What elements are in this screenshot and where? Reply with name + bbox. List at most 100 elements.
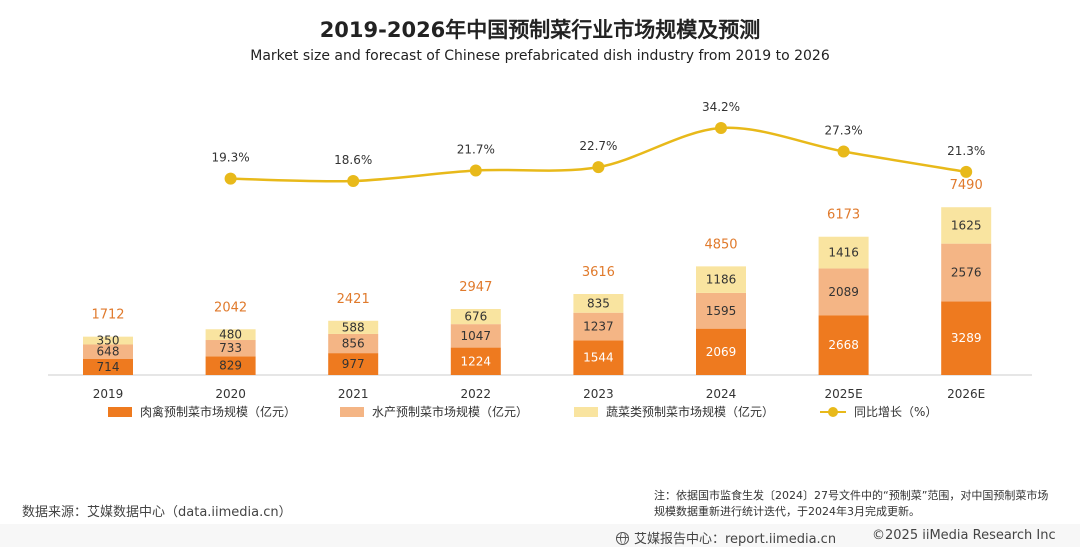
bar-2022-series-0: [450, 347, 501, 375]
bar-2024-series-2: [696, 266, 746, 293]
total-label-2019: 1712: [91, 308, 124, 323]
bar-label-2022-series-2: 676: [464, 310, 487, 324]
legend-item-vegetable: 蔬菜类预制菜市场规模（亿元）: [574, 403, 774, 420]
bar-2024-series-1: [696, 292, 746, 329]
footer-copyright: ©2025 iiMedia Research Inc: [872, 528, 1056, 543]
bar-label-2024-series-0: 2069: [706, 345, 737, 359]
legend-swatch-growth: [820, 406, 846, 417]
legend-item-growth: 同比增长（%）: [820, 403, 937, 420]
total-label-2021: 2421: [337, 292, 370, 307]
bar-2023-series-1: [573, 312, 624, 341]
legend-swatch-meat: [108, 406, 132, 417]
bar-2019-series-2: [83, 336, 133, 345]
bar-label-2025E-series-2: 1416: [828, 246, 859, 260]
footnote: 注：依据国市监食生发〔2024〕27号文件中的“预制菜”范围，对中国预制菜市场规…: [654, 489, 1049, 518]
bar-2023-series-0: [573, 340, 624, 375]
bar-2019-series-1: [83, 344, 133, 360]
bar-label-2021-series-2: 588: [342, 320, 365, 334]
legend-label-meat: 肉禽预制菜市场规模（亿元）: [140, 405, 297, 419]
chart-legend: 肉禽预制菜市场规模（亿元） 水产预制菜市场规模（亿元） 蔬菜类预制菜市场规模（亿…: [108, 403, 988, 423]
growth-label-2023: 22.7%: [579, 139, 617, 153]
bar-2020-series-2: [205, 329, 256, 341]
growth-point-2026E: [960, 165, 973, 178]
bar-2024-series-0: [696, 328, 746, 375]
growth-point-2020: [224, 172, 237, 185]
bar-2022-series-2: [450, 308, 501, 325]
total-label-2022: 2947: [459, 280, 492, 295]
growth-label-2026E: 21.3%: [947, 144, 985, 158]
legend-label-vegetable: 蔬菜类预制菜市场规模（亿元）: [606, 405, 775, 419]
bar-2026E-series-1: [941, 243, 992, 302]
total-label-2020: 2042: [214, 300, 247, 315]
bar-label-2020-series-1: 733: [219, 341, 242, 355]
growth-label-2024: 34.2%: [702, 100, 740, 114]
footer-report-text: 艾媒报告中心：report.iimedia.cn: [634, 532, 837, 547]
bar-label-2026E-series-2: 1625: [951, 218, 982, 232]
bar-label-2024-series-1: 1595: [706, 304, 737, 318]
bar-2026E-series-2: [941, 207, 992, 244]
x-tick-2020: 2020: [215, 387, 246, 401]
growth-point-2021: [347, 175, 360, 188]
footer-report: 艾媒报告中心：report.iimedia.cn: [616, 528, 836, 547]
bar-2020-series-1: [205, 340, 256, 357]
bar-label-2020-series-2: 480: [219, 328, 242, 342]
bar-label-2023-series-2: 835: [587, 296, 610, 310]
bar-2025E-series-0: [818, 315, 869, 375]
bar-label-2026E-series-0: 3289: [951, 331, 982, 345]
bar-2026E-series-0: [941, 301, 992, 375]
total-label-2025E: 6173: [827, 208, 860, 223]
x-tick-2019: 2019: [93, 387, 124, 401]
legend-label-seafood: 水产预制菜市场规模（亿元）: [372, 405, 529, 419]
bar-label-2021-series-0: 977: [342, 357, 365, 371]
growth-point-2022: [469, 164, 482, 177]
growth-point-2024: [715, 122, 727, 134]
total-label-2026E: 7490: [950, 178, 983, 193]
chart-subtitle: Market size and forecast of Chinese pref…: [250, 48, 830, 64]
bar-2023-series-2: [573, 294, 624, 313]
x-tick-2026E: 2026E: [947, 387, 985, 401]
bar-2022-series-1: [450, 324, 501, 348]
bar-label-2019-series-2: 350: [97, 334, 120, 348]
bar-label-2024-series-2: 1186: [706, 273, 737, 287]
footer-bar: [0, 524, 1080, 547]
bar-2019-series-0: [83, 359, 133, 375]
bar-2021-series-0: [328, 353, 379, 375]
x-tick-2023: 2023: [583, 387, 614, 401]
bar-label-2023-series-0: 1544: [583, 351, 614, 365]
bar-label-2022-series-0: 1224: [461, 354, 492, 368]
bar-label-2025E-series-0: 2668: [828, 338, 859, 352]
legend-swatch-seafood: [340, 406, 364, 417]
chart-title: 2019-2026年中国预制菜行业市场规模及预测: [319, 18, 761, 42]
bar-2020-series-0: [205, 356, 256, 375]
growth-label-2022: 21.7%: [457, 143, 495, 157]
data-source: 数据来源：艾媒数据中心（data.iimedia.cn）: [22, 505, 292, 520]
bar-label-2025E-series-1: 2089: [828, 285, 859, 299]
globe-icon: [616, 532, 629, 545]
bar-2021-series-2: [328, 320, 379, 334]
x-tick-2021: 2021: [338, 387, 369, 401]
legend-label-growth: 同比增长（%）: [854, 405, 938, 419]
bar-2021-series-1: [328, 333, 379, 354]
growth-point-2025E: [837, 145, 850, 158]
bar-label-2026E-series-1: 2576: [951, 265, 982, 279]
bar-2025E-series-2: [818, 236, 869, 269]
growth-label-2021: 18.6%: [334, 153, 372, 167]
legend-item-seafood: 水产预制菜市场规模（亿元）: [340, 403, 528, 420]
total-label-2023: 3616: [582, 265, 615, 280]
growth-label-2020: 19.3%: [212, 151, 250, 165]
legend-swatch-vegetable: [574, 406, 598, 417]
bar-label-2019-series-0: 714: [97, 360, 120, 374]
x-tick-2022: 2022: [461, 387, 492, 401]
legend-item-meat: 肉禽预制菜市场规模（亿元）: [108, 403, 296, 420]
bar-label-2021-series-1: 856: [342, 337, 365, 351]
growth-label-2025E: 27.3%: [825, 123, 863, 137]
x-tick-2025E: 2025E: [825, 387, 863, 401]
growth-point-2023: [592, 161, 605, 174]
bar-label-2023-series-1: 1237: [583, 320, 614, 334]
x-tick-2024: 2024: [706, 387, 737, 401]
bar-2025E-series-1: [818, 268, 869, 316]
bar-label-2020-series-0: 829: [219, 359, 242, 373]
bar-label-2022-series-1: 1047: [461, 329, 492, 343]
bar-label-2019-series-1: 648: [97, 345, 120, 359]
